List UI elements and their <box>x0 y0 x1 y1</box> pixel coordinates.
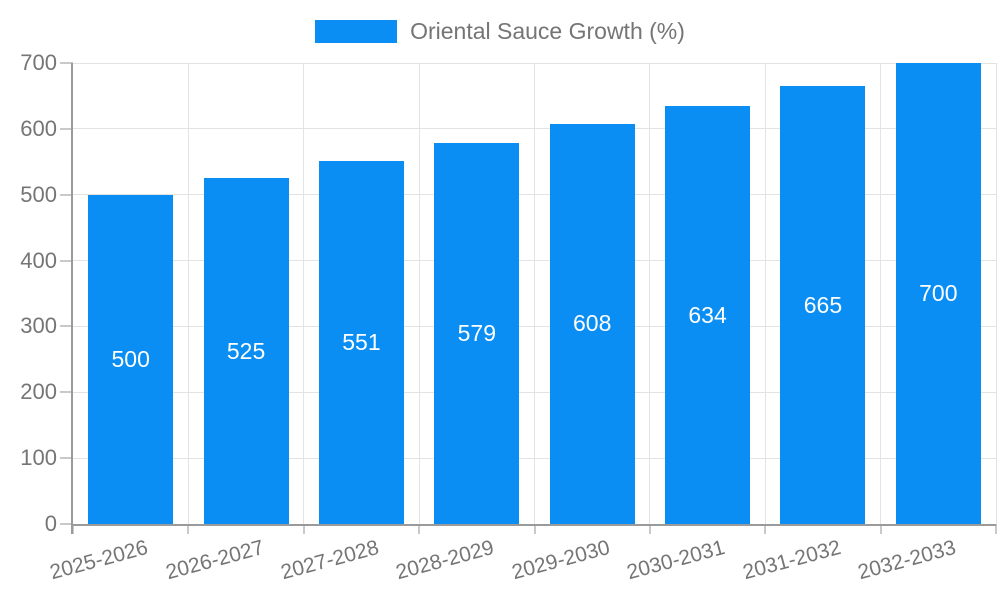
x-axis-tick <box>995 524 997 534</box>
legend-label: Oriental Sauce Growth (%) <box>410 18 685 44</box>
y-tick-label: 700 <box>20 50 57 75</box>
bar-value-label: 700 <box>919 280 958 306</box>
y-tick-label: 100 <box>20 445 57 471</box>
gridline-vertical <box>995 63 997 524</box>
bar: 700 <box>895 63 981 524</box>
y-axis-tick <box>60 127 73 130</box>
y-tick-label: 300 <box>20 313 57 339</box>
y-axis-tick <box>60 193 73 196</box>
gridline-vertical <box>649 63 651 524</box>
x-tick-label: 2032-2033 <box>855 536 959 585</box>
y-axis-tick <box>60 391 73 394</box>
x-axis-tick <box>187 524 190 534</box>
legend-swatch <box>315 20 398 43</box>
gridline-vertical <box>303 63 305 524</box>
y-axis-tick <box>60 62 73 64</box>
bar: 500 <box>88 194 174 524</box>
bar: 579 <box>434 142 520 524</box>
y-tick-label: 0 <box>44 511 57 536</box>
bar-value-label: 579 <box>457 319 496 346</box>
y-axis-line <box>71 63 73 534</box>
gridline-vertical <box>764 63 766 524</box>
gridline-vertical <box>534 63 535 524</box>
gridline-vertical <box>187 63 189 524</box>
y-axis-tick <box>60 457 73 460</box>
x-tick-label: 2029-2030 <box>509 536 613 585</box>
legend-item[interactable]: Oriental Sauce Growth (%) <box>315 18 685 45</box>
bar: 634 <box>665 106 751 524</box>
y-tick-label: 500 <box>20 181 57 207</box>
x-tick-label: 2031-2032 <box>739 536 843 585</box>
x-axis-line <box>71 524 996 526</box>
y-tick-label: 200 <box>20 379 57 405</box>
x-axis-tick <box>72 524 74 534</box>
x-tick-label: 2028-2029 <box>393 536 497 585</box>
x-tick-label: 2027-2028 <box>278 536 382 585</box>
x-axis-tick <box>648 524 651 534</box>
gridline-vertical <box>418 63 420 524</box>
bar: 665 <box>780 86 866 524</box>
gridline-vertical <box>880 63 882 524</box>
x-axis-tick <box>533 524 536 534</box>
y-axis-tick <box>60 259 73 262</box>
bar-value-label: 634 <box>688 301 727 328</box>
bar: 608 <box>549 123 635 524</box>
y-tick-label: 400 <box>20 247 57 273</box>
x-axis-tick <box>764 524 767 534</box>
x-axis-tick <box>302 524 305 534</box>
y-axis-tick <box>60 523 73 525</box>
y-axis-tick <box>60 325 73 328</box>
x-tick-label: 2030-2031 <box>624 536 728 585</box>
bar-value-label: 525 <box>226 337 266 364</box>
bar-value-label: 608 <box>573 310 612 337</box>
x-axis-tick <box>879 524 882 534</box>
y-tick-label: 600 <box>20 115 57 141</box>
x-tick-label: 2026-2027 <box>163 536 267 585</box>
x-axis-tick <box>418 524 421 534</box>
bar-value-label: 551 <box>342 329 381 356</box>
bar-value-label: 665 <box>803 291 843 318</box>
bar: 551 <box>318 161 404 524</box>
bar: 525 <box>203 178 289 524</box>
legend: Oriental Sauce Growth (%) <box>0 18 1000 45</box>
x-tick-label: 2025-2026 <box>47 536 151 585</box>
bar-value-label: 500 <box>111 345 150 372</box>
